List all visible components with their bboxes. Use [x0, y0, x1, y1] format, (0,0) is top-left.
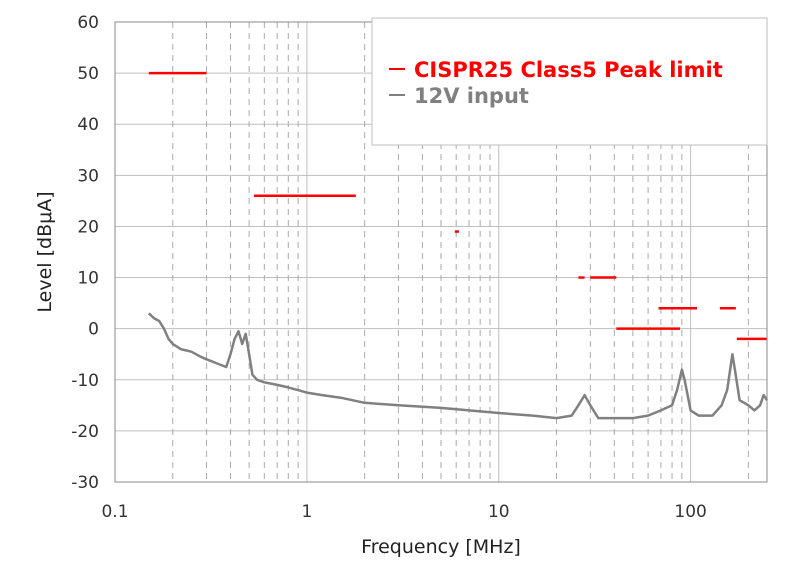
legend-label-12v: 12V input — [414, 84, 529, 108]
legend-box — [371, 17, 768, 146]
y-tick-label: -30 — [71, 473, 99, 493]
y-tick-label: 50 — [77, 64, 99, 84]
y-tick-label: 30 — [77, 166, 99, 186]
y-axis-title: Level [dBμA] — [34, 191, 56, 312]
series-12v-input-line — [147, 312, 769, 420]
x-tick-label: 10 — [488, 502, 510, 522]
y-tick-label: 60 — [77, 13, 99, 33]
x-tick-label: 100 — [674, 502, 706, 522]
y-tick-label: 40 — [77, 115, 99, 135]
tick-labels: -30 -20 -10 0 10 20 30 40 50 60 0.1 1 10 100 — [71, 13, 707, 522]
legend-label-limit: CISPR25 Class5 Peak limit — [414, 58, 723, 82]
y-tick-label: 10 — [77, 269, 99, 289]
x-axis-title: Frequency [MHz] — [361, 536, 521, 558]
y-tick-label: -20 — [71, 422, 99, 442]
x-tick-label: 1 — [301, 502, 312, 522]
x-tick-label: 0.1 — [101, 502, 128, 522]
legend: CISPR25 Class5 Peak limit 12V input — [371, 17, 768, 146]
y-tick-label: 20 — [77, 217, 99, 237]
y-tick-label: -10 — [71, 371, 99, 391]
series-layer — [147, 71, 769, 420]
y-tick-label: 0 — [88, 320, 99, 340]
